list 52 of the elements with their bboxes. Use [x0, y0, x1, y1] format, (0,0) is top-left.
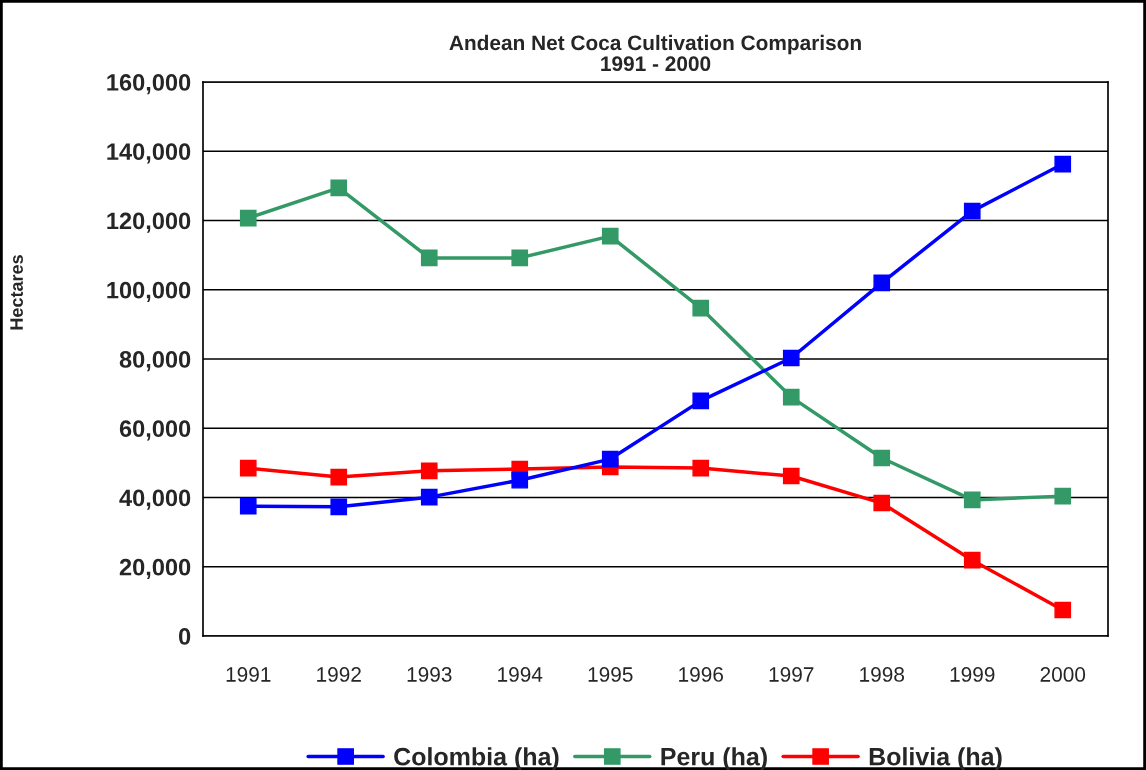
y-tick-label: 40,000	[119, 489, 191, 510]
y-tick-label: 100,000	[107, 281, 191, 302]
x-tick-label: 1991	[226, 667, 271, 682]
point	[963, 202, 981, 220]
point	[873, 494, 891, 512]
x-tick-label: 1997	[769, 667, 814, 682]
point	[873, 274, 891, 292]
point	[1054, 155, 1072, 173]
x-tick-label: 1994	[498, 667, 543, 682]
point	[239, 459, 257, 477]
point	[692, 299, 710, 317]
point	[782, 388, 800, 406]
point	[782, 349, 800, 367]
point	[601, 450, 619, 468]
point	[511, 471, 529, 489]
legend-label: Bolivia (ha)	[869, 747, 1002, 770]
x-tick-label: 1998	[860, 667, 905, 682]
y-tick-label: 0	[179, 628, 191, 645]
point	[1054, 601, 1072, 619]
chart-title: Andean Net Coca Cultivation Comparison 1991 - 2000	[449, 34, 861, 72]
point	[239, 209, 257, 227]
point	[873, 449, 891, 467]
x-tick-label: 1995	[588, 667, 633, 682]
point	[420, 462, 438, 480]
point	[420, 249, 438, 267]
point	[330, 498, 348, 516]
x-tick-label: 1992	[317, 667, 361, 682]
y-tick-label: 120,000	[107, 212, 191, 233]
x-tick-label: 1996	[679, 667, 724, 682]
point	[963, 551, 981, 569]
point	[330, 179, 348, 197]
point	[239, 497, 257, 515]
y-tick-label: 20,000	[119, 558, 191, 579]
x-tick-label: 1999	[950, 667, 995, 682]
point	[420, 488, 438, 506]
point	[330, 468, 348, 486]
y-tick-label: 80,000	[119, 351, 191, 372]
point	[1054, 487, 1072, 505]
y-axis-title: Hectares	[10, 255, 23, 330]
point	[963, 491, 981, 509]
y-tick-label: 140,000	[107, 143, 191, 164]
x-tick-label: 1993	[407, 667, 452, 682]
point	[692, 459, 710, 477]
y-tick-label: 60,000	[119, 420, 191, 441]
legend-label: Colombia (ha)	[394, 747, 559, 770]
point	[601, 227, 619, 245]
y-tick-label: 160,000	[107, 74, 191, 95]
point	[692, 392, 710, 410]
legend-label: Peru (ha)	[661, 747, 767, 770]
x-tick-label: 2000	[1040, 667, 1086, 682]
point	[511, 249, 529, 267]
point	[782, 467, 800, 485]
